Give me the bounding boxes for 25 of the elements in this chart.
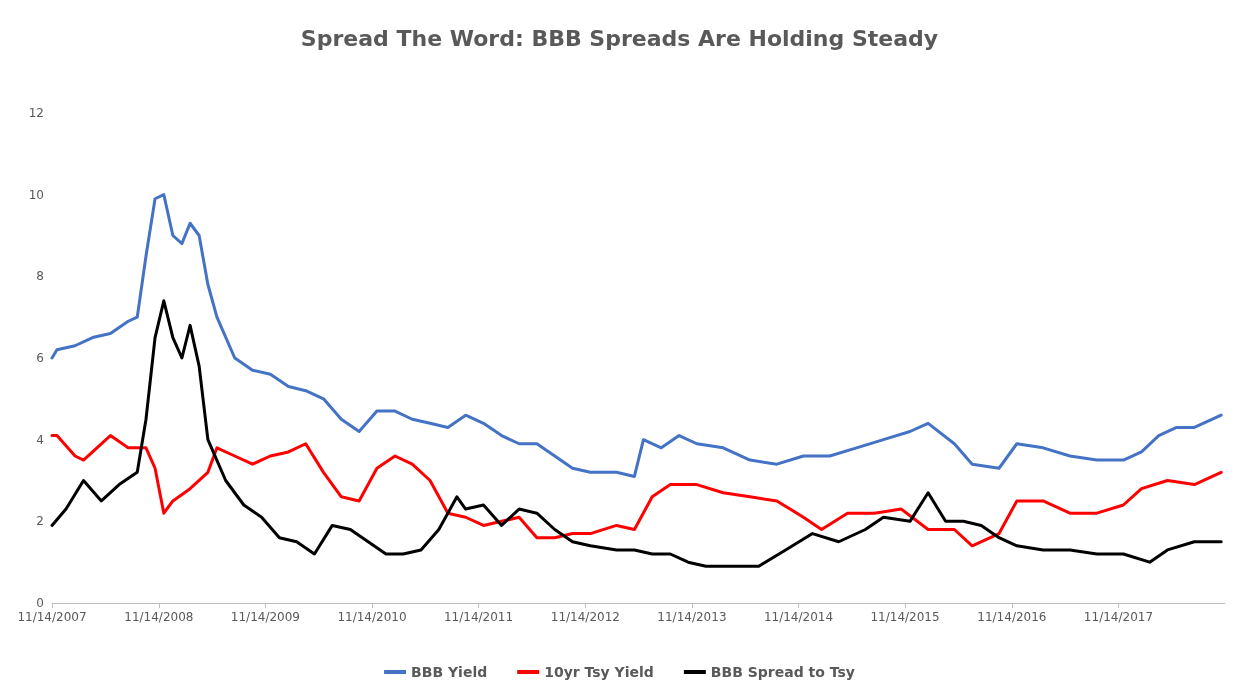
y-tick-label: 4 — [36, 432, 44, 447]
y-tick-label: 10 — [28, 187, 44, 202]
y-tick-label: 0 — [36, 596, 44, 610]
x-tick-label: 11/14/2016 — [977, 610, 1047, 624]
x-tick-label: 11/14/2011 — [443, 610, 514, 624]
x-tick-label: 11/14/2014 — [763, 610, 834, 624]
legend-label: BBB Yield — [411, 664, 488, 680]
x-tick-label: 11/14/2007 — [17, 610, 87, 624]
x-tick-label: 11/14/2010 — [337, 610, 407, 624]
y-tick-label: 6 — [36, 351, 44, 365]
line-series — [50, 193, 1223, 478]
x-tick-label: 11/14/2017 — [1083, 610, 1154, 624]
y-tick-label: 12 — [28, 106, 44, 120]
legend-label: BBB Spread to Tsy — [710, 664, 855, 680]
legend-label: 10yr Tsy Yield — [544, 664, 654, 680]
x-tick-label: 11/14/2009 — [230, 610, 300, 624]
x-tick-label: 11/14/2008 — [124, 610, 194, 624]
line-series — [50, 434, 1223, 548]
y-tick-label: 8 — [36, 269, 44, 284]
chart-title: Spread The Word: BBB Spreads Are Holding Steady — [300, 25, 939, 51]
x-tick-label: 11/14/2013 — [657, 610, 727, 624]
y-tick-label: 2 — [36, 514, 44, 529]
x-tick-label: 11/14/2012 — [550, 610, 620, 624]
line-series — [50, 299, 1223, 568]
x-tick-label: 11/14/2015 — [870, 610, 940, 624]
